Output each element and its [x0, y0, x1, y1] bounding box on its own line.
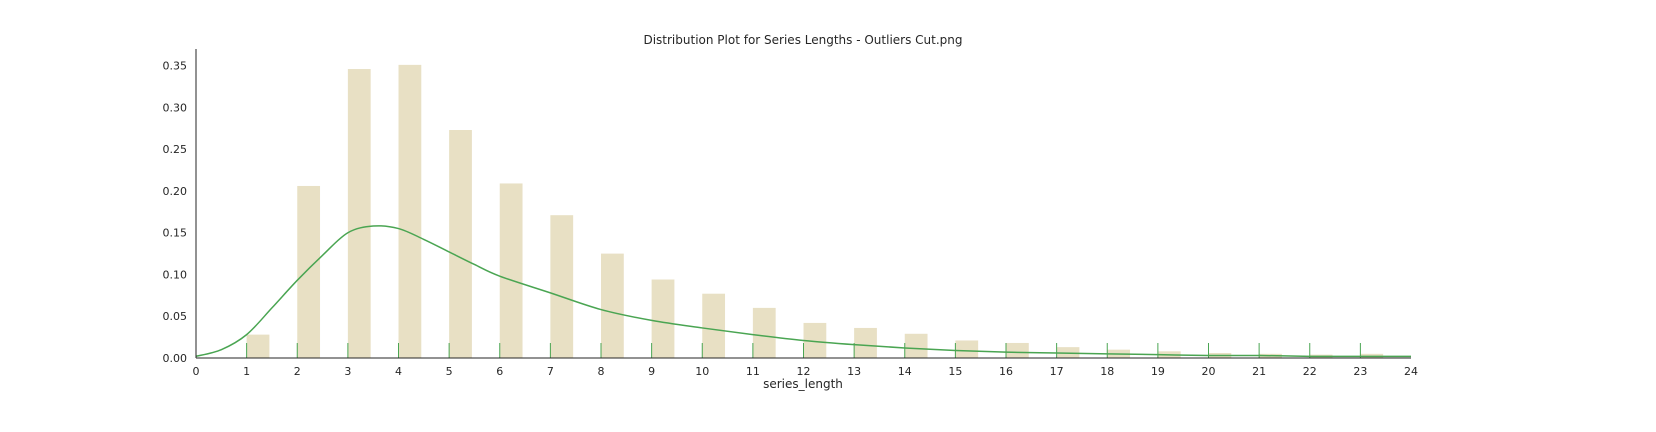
- x-tick-labels: 0 1 2 3 4 5 6 7 8 9 10 11 12 13 14 15 16 17 18 19 20 21 22 23 24: [193, 365, 1419, 378]
- histogram-bar: [1006, 342, 1029, 358]
- x-tick-label: 11: [746, 365, 760, 378]
- histogram-bar: [297, 185, 321, 358]
- x-tick-label: 0: [193, 365, 200, 378]
- x-tick-label: 3: [344, 365, 351, 378]
- x-tick-label: 13: [847, 365, 861, 378]
- y-tick-label: 0.05: [163, 310, 188, 323]
- histogram-bar: [955, 340, 979, 358]
- histogram-bar: [651, 279, 675, 358]
- x-tick-label: 1: [243, 365, 250, 378]
- histogram-bar: [398, 64, 422, 359]
- histogram-bar: [803, 322, 827, 358]
- histogram-bar: [449, 130, 472, 358]
- y-tick-label: 0.00: [163, 352, 188, 365]
- x-tick-label: 24: [1404, 365, 1418, 378]
- x-tick-label: 7: [547, 365, 554, 378]
- x-tick-label: 2: [294, 365, 301, 378]
- y-tick-label: 0.35: [163, 60, 188, 73]
- x-tick-label: 6: [496, 365, 503, 378]
- x-tick-label: 17: [1050, 365, 1064, 378]
- chart-title: Distribution Plot for Series Lengths - O…: [643, 33, 962, 47]
- x-tick-label: 18: [1100, 365, 1114, 378]
- histogram-bar: [246, 334, 270, 358]
- y-tick-label: 0.15: [163, 227, 188, 240]
- x-tick-label: 21: [1252, 365, 1266, 378]
- x-tick-label: 8: [598, 365, 605, 378]
- histogram-bar: [550, 215, 574, 358]
- x-tick-label: 16: [999, 365, 1013, 378]
- histogram-bar: [601, 253, 624, 358]
- histogram-bar: [904, 333, 928, 358]
- x-tick-label: 9: [648, 365, 655, 378]
- histogram-bar: [752, 307, 776, 358]
- y-tick-label: 0.20: [163, 185, 188, 198]
- rug-marks: [246, 343, 1361, 358]
- histogram-bars: [246, 64, 1384, 359]
- x-tick-label: 5: [446, 365, 453, 378]
- y-tick-label: 0.25: [163, 143, 188, 156]
- x-tick-label: 23: [1353, 365, 1367, 378]
- x-tick-label: 22: [1303, 365, 1317, 378]
- x-tick-label: 14: [898, 365, 912, 378]
- x-axis-label: series_length: [763, 377, 843, 391]
- y-tick-labels: 0.00 0.05 0.10 0.15 0.20 0.25 0.30 0.35: [163, 60, 188, 365]
- y-tick-label: 0.10: [163, 268, 188, 281]
- x-tick-label: 15: [948, 365, 962, 378]
- x-tick-label: 12: [797, 365, 811, 378]
- kde-curve: [195, 225, 1411, 358]
- histogram-bar: [702, 293, 726, 358]
- histogram-bar: [854, 327, 877, 358]
- histogram-bar: [347, 69, 371, 358]
- x-tick-label: 4: [395, 365, 402, 378]
- histogram-bar: [499, 183, 523, 358]
- x-tick-label: 20: [1202, 365, 1216, 378]
- x-tick-label: 10: [695, 365, 709, 378]
- x-tick-label: 19: [1151, 365, 1165, 378]
- y-tick-label: 0.30: [163, 101, 188, 114]
